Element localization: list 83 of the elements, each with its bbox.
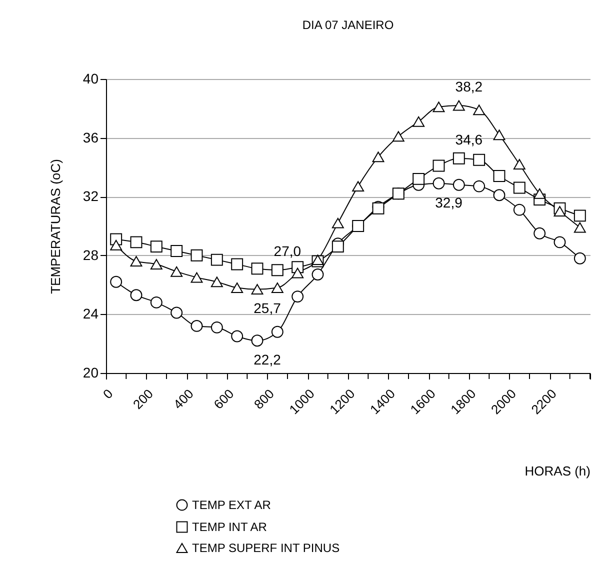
x-tick-label: 0 (100, 386, 116, 402)
legend-label: TEMP INT AR (192, 520, 268, 534)
point (534, 227, 546, 240)
point (392, 188, 404, 200)
point (452, 152, 465, 164)
point (574, 210, 586, 222)
annotation: 25,7 (254, 300, 282, 316)
y-tick-label: 28 (82, 246, 99, 263)
annotation: 34,6 (455, 131, 483, 148)
point (190, 320, 203, 332)
point (412, 172, 425, 185)
point (412, 116, 425, 127)
point (251, 284, 264, 294)
point (210, 321, 223, 334)
point (251, 262, 264, 275)
x-tick-label: 400 (170, 386, 196, 412)
point (473, 104, 486, 116)
point (312, 268, 324, 280)
point (554, 206, 566, 217)
point (574, 222, 586, 233)
point (332, 240, 344, 253)
point (332, 218, 344, 228)
y-tick-label: 40 (82, 70, 99, 86)
point (292, 290, 304, 303)
x-tick-label: 800 (251, 386, 278, 412)
point (190, 272, 203, 283)
legend-label: TEMP SUPERF INT PINUS (192, 541, 340, 555)
point (110, 276, 122, 288)
point (352, 181, 364, 192)
annotation: 22,2 (254, 352, 282, 368)
point (271, 326, 284, 338)
x-tick-label: 600 (210, 386, 237, 412)
point (574, 252, 586, 264)
point (150, 296, 162, 308)
point (473, 180, 486, 192)
point (170, 266, 183, 277)
x-tick-label: 200 (130, 386, 156, 412)
point (190, 249, 203, 262)
point (392, 131, 404, 142)
point (513, 159, 526, 170)
point (432, 177, 445, 190)
point (513, 204, 526, 216)
point (292, 268, 304, 278)
point (432, 102, 445, 112)
point (372, 152, 384, 162)
point (534, 188, 546, 199)
point (493, 189, 506, 202)
point (150, 258, 162, 270)
point (210, 276, 223, 288)
point (493, 170, 506, 182)
point (473, 154, 486, 166)
point (493, 130, 506, 140)
point (150, 240, 162, 253)
point (130, 256, 142, 267)
point (231, 282, 244, 293)
point (210, 254, 223, 266)
point (130, 289, 142, 302)
chart-title: DIA 07 JANEIRO (302, 18, 394, 32)
annotation: 38,2 (455, 78, 483, 94)
legend-label: TEMP EXT AR (192, 498, 272, 512)
point (452, 178, 465, 191)
point (130, 236, 142, 248)
point (554, 236, 566, 248)
y-tick-label: 32 (82, 188, 99, 204)
y-tick-label: 24 (82, 306, 99, 322)
y-tick-label: 20 (82, 364, 99, 380)
x-axis-title: HORAS (h) (524, 464, 590, 478)
point (271, 264, 284, 276)
point (251, 334, 264, 347)
y-axis-title: TEMPERATURAS (oC) (48, 159, 63, 294)
point (231, 258, 244, 270)
annotation: 32,9 (435, 194, 463, 210)
y-tick-label: 36 (82, 129, 99, 146)
point (271, 282, 284, 293)
annotation: 27,0 (274, 243, 302, 260)
point (513, 182, 526, 194)
point (170, 245, 183, 257)
point (452, 100, 465, 111)
point (432, 160, 445, 172)
point (231, 330, 244, 342)
point (170, 306, 183, 319)
point (352, 220, 364, 232)
point (110, 240, 122, 250)
